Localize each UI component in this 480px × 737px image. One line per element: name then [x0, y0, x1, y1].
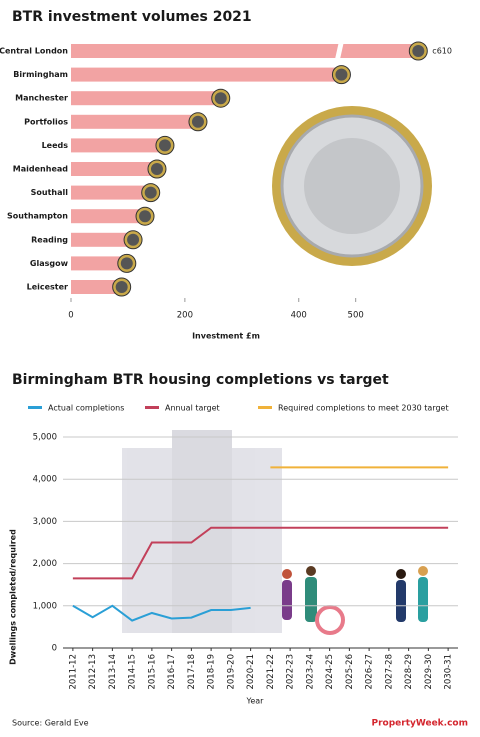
x-tick-label: 2023-24 — [305, 654, 315, 690]
y-axis-label: Dwellings completed/required — [9, 529, 18, 665]
category-label: Portfolios — [24, 117, 68, 126]
coin-illustration — [272, 106, 432, 266]
y-tick-label: 1,000 — [33, 601, 57, 611]
x-tick-label: 2029-30 — [424, 654, 434, 690]
bar — [71, 209, 146, 224]
source: Source: Gerald Eve — [12, 719, 89, 728]
x-tick-label: 2013-14 — [108, 654, 118, 690]
coin-inner — [214, 92, 227, 105]
coin-inner — [158, 139, 171, 152]
coin-marker — [331, 65, 351, 85]
y-tick-label: 5,000 — [33, 433, 57, 443]
x-tick-label: 2025-26 — [345, 654, 355, 690]
x-tick-label: 2018-19 — [207, 654, 217, 690]
chart-title: BTR investment volumes 2021 — [12, 9, 252, 25]
x-tick-label: 2016-17 — [167, 654, 177, 690]
axis-break — [334, 42, 344, 60]
x-tick-label: 2015-16 — [147, 654, 157, 690]
bar — [71, 256, 127, 271]
y-tick-label: 3,000 — [33, 517, 57, 527]
bar — [71, 44, 419, 58]
bar — [71, 280, 122, 294]
y-tick-label: 4,000 — [33, 475, 57, 485]
logo: PropertyWeek.com — [372, 719, 469, 729]
legend-swatch — [28, 406, 42, 409]
x-tick-label: 2024-25 — [325, 654, 335, 690]
coin-marker — [211, 88, 231, 108]
value-label: c610 — [432, 47, 452, 56]
coin-inner — [139, 210, 152, 223]
category-label: Leicester — [27, 283, 68, 292]
category-label: Birmingham — [13, 70, 68, 79]
x-tick-label: 2012-13 — [88, 654, 98, 690]
chart-title: Birmingham BTR housing completions vs ta… — [12, 372, 389, 388]
coin-inner — [191, 115, 204, 128]
series-line — [72, 604, 251, 622]
x-tick-label: 500 — [348, 311, 364, 321]
bar — [71, 138, 165, 153]
x-tick-label: 200 — [177, 311, 193, 321]
coin-marker — [408, 41, 428, 61]
coin-marker — [135, 206, 155, 226]
legend-label: Annual target — [165, 404, 220, 413]
coin-inner — [115, 281, 128, 293]
x-tick-label: 2014-15 — [128, 654, 138, 690]
x-tick-label: 2019-20 — [226, 654, 236, 690]
x-tick-label: 2011-12 — [68, 654, 78, 690]
legend-swatch — [258, 406, 272, 409]
coin-marker — [141, 183, 161, 203]
coin-marker — [155, 135, 175, 155]
coin-inner — [335, 68, 348, 81]
coin-marker — [112, 277, 132, 297]
coin-inner — [127, 233, 140, 246]
legend-label: Required completions to meet 2030 target — [278, 404, 449, 413]
x-tick-label: 2026-27 — [365, 654, 375, 690]
coin-inner — [120, 257, 133, 270]
bar — [71, 91, 221, 106]
x-tick-label: 2030-31 — [444, 654, 454, 690]
coin-marker — [188, 112, 208, 132]
legend-label: Actual completions — [48, 404, 124, 413]
legend-swatch — [145, 406, 159, 409]
y-tick-label: 2,000 — [33, 559, 57, 569]
coin-inner — [144, 186, 157, 199]
x-tick-label: 2022-23 — [286, 654, 296, 690]
category-label: Maidenhead — [13, 165, 68, 174]
x-tick-label: 2017-18 — [187, 654, 197, 690]
x-tick-label: 400 — [291, 311, 307, 321]
x-tick-label: 2028-29 — [404, 654, 414, 690]
x-tick-label: 2020-21 — [246, 654, 256, 690]
bar — [71, 232, 134, 247]
category-label: Glasgow — [30, 259, 69, 268]
coin-marker — [123, 230, 143, 250]
x-tick-label: 2021-22 — [266, 654, 276, 690]
people-illustration — [282, 566, 428, 635]
category-label: Leeds — [42, 141, 69, 150]
category-label: Manchester — [15, 94, 68, 103]
bar — [71, 185, 151, 200]
category-label: Southampton — [7, 212, 68, 221]
category-label: Reading — [31, 235, 68, 244]
x-axis-label: Year — [246, 697, 265, 706]
x-tick-label: 0 — [68, 311, 73, 321]
series-line — [72, 526, 449, 580]
coin-inner — [150, 163, 163, 175]
x-axis-label: Investment £m — [192, 332, 260, 341]
category-label: Southall — [31, 188, 69, 197]
coin-inner — [412, 45, 425, 57]
coin-marker — [147, 159, 167, 179]
category-label: Central London — [0, 47, 68, 56]
building-illustration — [122, 430, 282, 633]
coin-marker — [117, 253, 137, 273]
bar — [71, 67, 342, 82]
x-tick-label: 2027-28 — [384, 654, 394, 690]
bar — [71, 162, 157, 176]
bar — [71, 114, 198, 129]
y-tick-label: 0 — [52, 644, 57, 654]
